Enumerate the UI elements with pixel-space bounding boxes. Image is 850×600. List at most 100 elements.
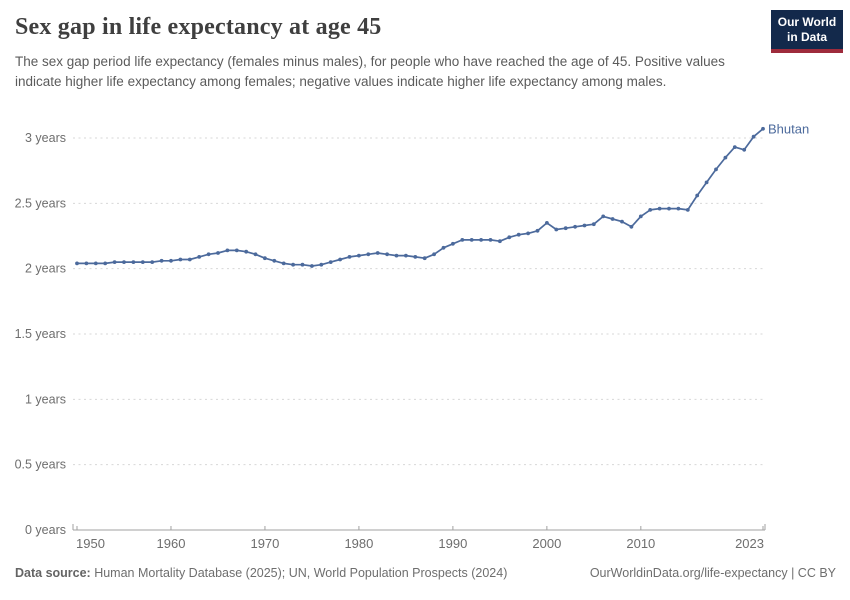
data-point[interactable] <box>404 253 408 258</box>
data-point[interactable] <box>216 251 220 255</box>
data-source-text: Human Mortality Database (2025); UN, Wor… <box>90 566 508 580</box>
data-point[interactable] <box>742 147 747 152</box>
y-axis-tick-label: 2.5 years <box>15 196 66 210</box>
data-source-label: Data source: <box>15 566 91 580</box>
data-point[interactable] <box>714 167 718 172</box>
y-axis-tick-label: 3 years <box>25 131 66 145</box>
data-point[interactable] <box>761 126 765 131</box>
data-point[interactable] <box>291 262 295 267</box>
data-point[interactable] <box>75 261 79 266</box>
data-point[interactable] <box>479 238 483 242</box>
series-end-label[interactable]: Bhutan <box>768 121 809 136</box>
y-axis-tick-label: 0 years <box>25 523 66 537</box>
data-point[interactable] <box>704 180 709 185</box>
data-point[interactable] <box>328 260 333 264</box>
data-point[interactable] <box>422 256 427 261</box>
data-point[interactable] <box>667 206 671 211</box>
data-point[interactable] <box>122 260 126 264</box>
data-point[interactable] <box>169 258 173 263</box>
owid-logo[interactable]: Our World in Data <box>771 10 843 53</box>
data-point[interactable] <box>545 221 549 225</box>
data-point[interactable] <box>648 208 653 212</box>
data-point[interactable] <box>319 262 324 267</box>
data-point[interactable] <box>281 261 286 266</box>
data-point[interactable] <box>366 252 371 257</box>
data-point[interactable] <box>300 262 305 267</box>
data-point[interactable] <box>413 255 418 259</box>
data-point[interactable] <box>244 249 249 254</box>
owid-link[interactable]: OurWorldinData.org/life-expectancy | CC … <box>589 566 836 580</box>
data-point[interactable] <box>178 257 183 262</box>
data-point[interactable] <box>657 206 662 211</box>
data-point[interactable] <box>347 255 352 259</box>
data-point[interactable] <box>573 224 577 229</box>
data-point[interactable] <box>197 255 202 259</box>
series-line-bhutan[interactable] <box>76 127 764 267</box>
owid-logo-line1: Our World <box>777 15 837 29</box>
data-source-note: Data source: Human Mortality Database (2… <box>15 566 507 580</box>
data-point[interactable] <box>469 238 474 242</box>
x-axis-tick-label: 2023 <box>735 536 764 551</box>
data-point[interactable] <box>263 256 267 261</box>
data-point[interactable] <box>498 239 502 244</box>
data-point[interactable] <box>272 258 277 263</box>
data-point[interactable] <box>591 222 596 227</box>
data-point[interactable] <box>638 214 643 219</box>
data-point[interactable] <box>112 260 117 264</box>
data-point[interactable] <box>488 238 493 242</box>
data-point[interactable] <box>695 193 700 198</box>
data-point[interactable] <box>554 227 559 232</box>
data-point[interactable] <box>441 245 446 250</box>
data-point[interactable] <box>685 208 690 212</box>
y-axis-tick-label: 1.5 years <box>15 327 66 341</box>
page-title: Sex gap in life expectancy at age 45 <box>15 14 382 40</box>
data-point[interactable] <box>620 219 624 224</box>
data-point[interactable] <box>140 260 145 264</box>
data-point[interactable] <box>103 261 108 266</box>
data-point[interactable] <box>84 261 89 266</box>
x-axis-tick-label: 2000 <box>532 536 561 551</box>
x-axis-tick-label: 1970 <box>250 536 279 551</box>
data-point[interactable] <box>526 231 530 236</box>
data-point[interactable] <box>375 251 380 255</box>
data-point[interactable] <box>610 217 615 221</box>
data-point[interactable] <box>582 223 587 228</box>
data-point[interactable] <box>629 224 634 229</box>
data-point[interactable] <box>732 145 737 150</box>
data-point[interactable] <box>310 264 314 268</box>
chart-footer: Data source: Human Mortality Database (2… <box>15 566 836 580</box>
data-point[interactable] <box>234 248 239 253</box>
data-point[interactable] <box>751 134 756 139</box>
owid-logo-line2: in Data <box>786 30 827 44</box>
data-point[interactable] <box>131 260 136 264</box>
data-point[interactable] <box>206 252 211 257</box>
y-axis-tick-label: 1 years <box>25 392 66 406</box>
data-point[interactable] <box>159 258 164 263</box>
y-axis-tick-label: 0.5 years <box>15 458 66 472</box>
data-point[interactable] <box>460 238 465 242</box>
data-point[interactable] <box>676 206 681 211</box>
x-axis-tick-label: 1950 <box>76 536 105 551</box>
x-axis-tick-label: 1990 <box>438 536 467 551</box>
data-point[interactable] <box>93 261 98 266</box>
data-point[interactable] <box>338 257 342 262</box>
data-point[interactable] <box>601 214 606 219</box>
data-point[interactable] <box>451 241 455 246</box>
data-point[interactable] <box>507 235 512 240</box>
data-point[interactable] <box>535 228 540 233</box>
data-point[interactable] <box>516 232 521 237</box>
data-point[interactable] <box>394 253 399 258</box>
data-point[interactable] <box>385 252 389 257</box>
x-axis-tick-label: 1960 <box>157 536 186 551</box>
data-point[interactable] <box>723 155 728 160</box>
data-point[interactable] <box>357 253 361 258</box>
data-point[interactable] <box>432 252 436 257</box>
data-point[interactable] <box>187 257 192 262</box>
data-point[interactable] <box>225 248 230 253</box>
data-point[interactable] <box>253 252 258 257</box>
data-point[interactable] <box>150 260 155 264</box>
chart-subtitle: The sex gap period life expectancy (fema… <box>15 54 725 89</box>
data-point[interactable] <box>563 226 568 231</box>
